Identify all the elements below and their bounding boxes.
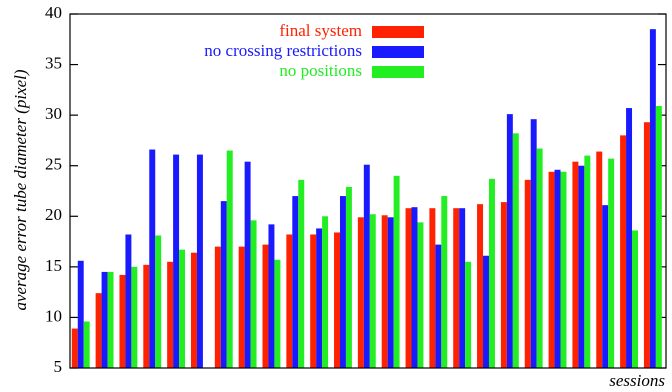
bar — [310, 234, 317, 368]
bar — [506, 114, 513, 368]
bar — [322, 216, 329, 368]
bar — [363, 164, 370, 368]
bar — [536, 148, 543, 368]
bar — [596, 151, 603, 368]
bar — [173, 154, 180, 368]
bar — [465, 261, 472, 368]
bar — [477, 204, 484, 368]
bar — [411, 207, 418, 368]
bar — [512, 133, 519, 368]
bar — [381, 215, 388, 368]
bar — [268, 224, 275, 368]
bar — [250, 220, 257, 368]
bar — [429, 208, 436, 368]
legend-label: no positions — [279, 61, 362, 80]
y-tick-label: 15 — [45, 256, 62, 275]
bar — [262, 244, 269, 368]
bar — [548, 171, 555, 368]
bar — [345, 186, 352, 368]
bar — [578, 165, 585, 368]
bar — [453, 208, 460, 368]
bar — [387, 217, 394, 368]
bar — [369, 214, 376, 368]
bar — [554, 169, 561, 368]
bar — [77, 260, 84, 368]
bar — [500, 202, 507, 368]
y-tick-label: 40 — [45, 3, 62, 22]
plot-frame — [69, 13, 667, 369]
bar — [620, 135, 627, 368]
bar — [238, 246, 245, 368]
bar — [101, 271, 108, 368]
bar — [632, 230, 638, 368]
bar — [190, 252, 197, 368]
bar — [459, 208, 466, 368]
bar — [125, 234, 132, 368]
y-tick-label: 25 — [45, 155, 62, 174]
bar — [179, 249, 186, 368]
bar — [95, 293, 102, 368]
bar — [357, 217, 364, 368]
bar — [107, 271, 114, 368]
bar — [441, 196, 448, 368]
bar — [155, 235, 162, 368]
y-axis-label: average error tube diameter (pixel) — [11, 69, 30, 310]
bar — [655, 106, 662, 368]
bar — [417, 222, 424, 368]
legend-swatch — [372, 26, 424, 38]
y-tick-label: 30 — [45, 104, 62, 123]
bar — [560, 171, 567, 368]
bar — [488, 178, 495, 368]
bar — [131, 266, 138, 368]
bar — [196, 154, 203, 368]
bar — [584, 155, 591, 368]
bar — [649, 29, 656, 369]
bar — [405, 208, 412, 368]
bar — [143, 264, 150, 368]
bar — [149, 149, 156, 368]
legend-swatch — [372, 46, 424, 58]
bar — [483, 255, 489, 368]
bar — [393, 175, 400, 368]
bar — [435, 244, 442, 368]
bar — [226, 150, 233, 368]
legend-swatch — [372, 66, 424, 78]
bar — [626, 108, 633, 368]
bar — [292, 196, 299, 368]
bar — [602, 205, 609, 368]
legend-label: no crossing restrictions — [204, 41, 362, 60]
bar — [244, 161, 251, 368]
bar — [167, 261, 174, 368]
legend-label: final system — [279, 21, 362, 40]
bar — [524, 179, 531, 368]
bar — [316, 228, 323, 368]
bar — [71, 328, 78, 368]
y-tick-label: 20 — [45, 205, 62, 224]
bar — [119, 274, 126, 368]
bar — [214, 246, 221, 368]
bar — [608, 158, 615, 368]
bar — [286, 234, 293, 368]
bar — [274, 259, 281, 368]
y-tick-label: 10 — [45, 306, 62, 325]
bar — [530, 119, 537, 368]
bar — [83, 321, 90, 368]
y-tick-label: 35 — [45, 53, 62, 72]
y-tick-label: 5 — [54, 357, 63, 376]
bar — [334, 232, 340, 368]
bar — [572, 161, 579, 368]
bar — [220, 201, 227, 368]
bar — [339, 196, 346, 368]
bar — [298, 179, 305, 368]
bar — [643, 122, 650, 368]
x-axis-label: sessions — [609, 371, 665, 390]
